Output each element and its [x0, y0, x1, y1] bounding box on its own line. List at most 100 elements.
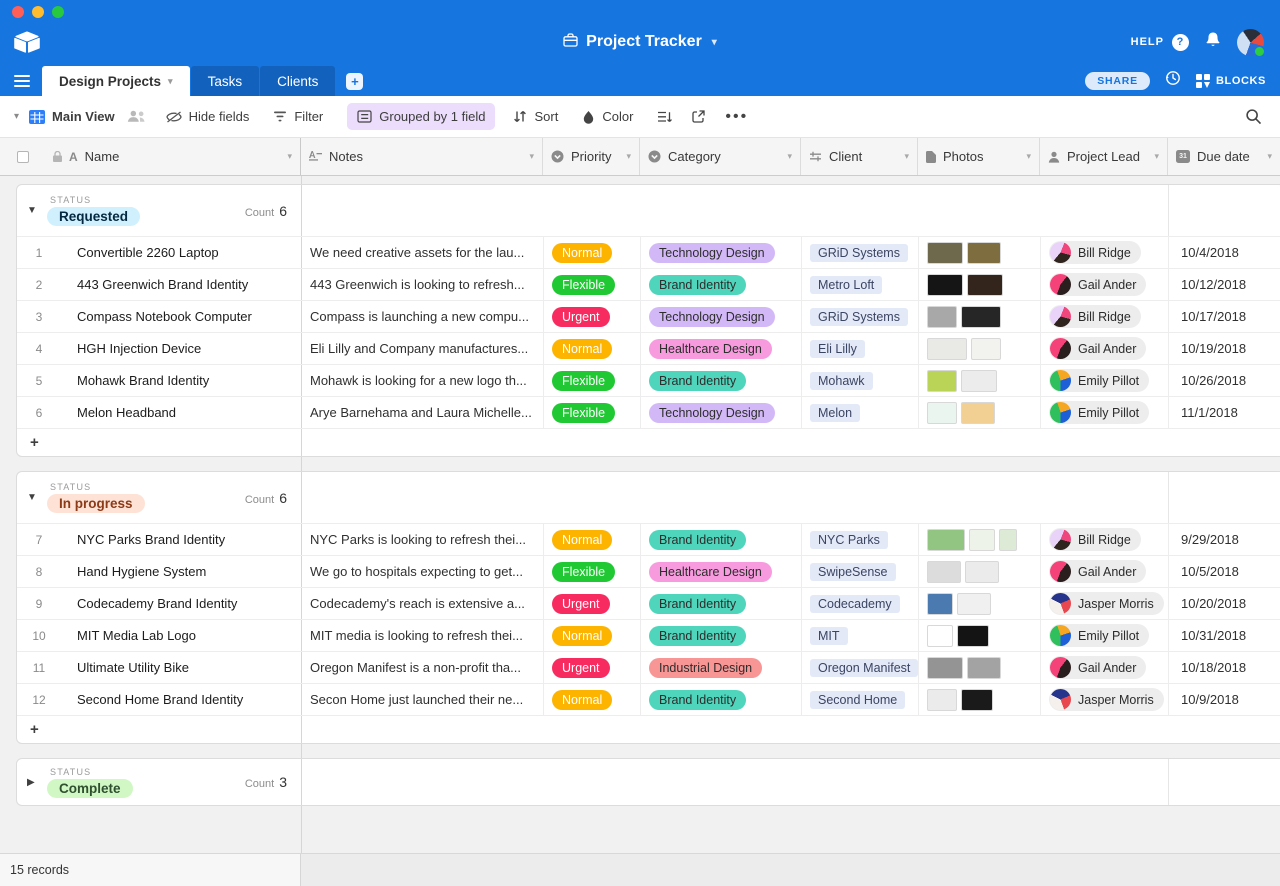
cell-photos[interactable] — [919, 652, 1041, 683]
chevron-down-icon[interactable]: ▾ — [287, 151, 292, 161]
cell-client[interactable]: GRiD Systems — [802, 237, 919, 268]
cell-category[interactable]: Brand Identity — [641, 620, 802, 651]
cell-name[interactable]: Convertible 2260 Laptop — [61, 237, 302, 268]
view-switcher[interactable]: Main View — [29, 109, 115, 124]
photo-thumbnail[interactable] — [927, 241, 963, 264]
photo-thumbnail[interactable] — [927, 369, 957, 392]
chevron-down-icon[interactable]: ▾ — [168, 75, 173, 86]
column-header-category[interactable]: Category ▾ — [640, 138, 801, 175]
history-icon[interactable] — [1165, 70, 1181, 91]
photo-thumbnail[interactable] — [957, 592, 991, 615]
cell-priority[interactable]: Urgent — [544, 652, 641, 683]
cell-priority[interactable]: Flexible — [544, 397, 641, 428]
column-header-photos[interactable]: Photos ▾ — [918, 138, 1040, 175]
cell-name[interactable]: 443 Greenwich Brand Identity — [61, 269, 302, 300]
cell-client[interactable]: GRiD Systems — [802, 301, 919, 332]
cell-project-lead[interactable]: Bill Ridge — [1041, 524, 1169, 555]
cell-category[interactable]: Technology Design — [641, 237, 802, 268]
table-row[interactable]: 1 Convertible 2260 Laptop We need creative… — [17, 236, 1280, 268]
cell-priority[interactable]: Normal — [544, 684, 641, 715]
add-table-button[interactable]: + — [346, 73, 364, 90]
cell-notes[interactable]: Compass is launching a new compu... — [302, 301, 544, 332]
chevron-down-icon[interactable]: ▾ — [626, 151, 631, 161]
filter-button[interactable]: Filter — [273, 109, 323, 124]
cell-project-lead[interactable]: Jasper Morris — [1041, 684, 1169, 715]
cell-notes[interactable]: 443 Greenwich is looking to refresh... — [302, 269, 544, 300]
tab-design-projects[interactable]: Design Projects ▾ — [42, 66, 190, 96]
cell-category[interactable]: Brand Identity — [641, 365, 802, 396]
cell-photos[interactable] — [919, 620, 1041, 651]
chevron-down-icon[interactable]: ▾ — [1026, 151, 1031, 161]
cell-project-lead[interactable]: Jasper Morris — [1041, 588, 1169, 619]
photo-thumbnail[interactable] — [927, 592, 953, 615]
cell-photos[interactable] — [919, 333, 1041, 364]
cell-priority[interactable]: Flexible — [544, 556, 641, 587]
chevron-down-icon[interactable]: ▾ — [904, 151, 909, 161]
tab-clients[interactable]: Clients — [260, 66, 336, 96]
table-row[interactable]: 4 HGH Injection Device Eli Lilly and Compa… — [17, 332, 1280, 364]
cell-due-date[interactable]: 10/31/2018 — [1181, 628, 1247, 643]
cell-project-lead[interactable]: Emily Pillot — [1041, 397, 1169, 428]
cell-priority[interactable]: Normal — [544, 524, 641, 555]
photo-thumbnail[interactable] — [961, 305, 1001, 328]
column-header-client[interactable]: Client ▾ — [801, 138, 918, 175]
cell-due-date[interactable]: 10/12/2018 — [1181, 277, 1247, 292]
cell-name[interactable]: Second Home Brand Identity — [61, 684, 302, 715]
cell-project-lead[interactable]: Bill Ridge — [1041, 237, 1169, 268]
cell-name[interactable]: HGH Injection Device — [61, 333, 302, 364]
airtable-logo-icon[interactable] — [14, 31, 40, 53]
cell-priority[interactable]: Normal — [544, 333, 641, 364]
view-collaborators-icon[interactable] — [127, 110, 146, 123]
cell-photos[interactable] — [919, 556, 1041, 587]
photo-thumbnail[interactable] — [971, 337, 1001, 360]
cell-notes[interactable]: NYC Parks is looking to refresh thei... — [302, 524, 544, 555]
table-row[interactable]: 2 443 Greenwich Brand Identity 443 Greenwi… — [17, 268, 1280, 300]
cell-photos[interactable] — [919, 524, 1041, 555]
photo-thumbnail[interactable] — [927, 560, 961, 583]
cell-due-date[interactable]: 9/29/2018 — [1181, 532, 1239, 547]
cell-category[interactable]: Technology Design — [641, 301, 802, 332]
chevron-down-icon[interactable]: ▾ — [787, 151, 792, 161]
cell-due-date[interactable]: 10/4/2018 — [1181, 245, 1239, 260]
photo-thumbnail[interactable] — [967, 273, 1003, 296]
column-header-priority[interactable]: Priority ▾ — [543, 138, 640, 175]
cell-client[interactable]: Metro Loft — [802, 269, 919, 300]
cell-client[interactable]: Codecademy — [802, 588, 919, 619]
photo-thumbnail[interactable] — [957, 624, 989, 647]
cell-project-lead[interactable]: Gail Ander — [1041, 333, 1169, 364]
cell-priority[interactable]: Flexible — [544, 269, 641, 300]
user-avatar[interactable] — [1237, 28, 1265, 57]
cell-category[interactable]: Healthcare Design — [641, 556, 802, 587]
cell-photos[interactable] — [919, 365, 1041, 396]
cell-priority[interactable]: Flexible — [544, 365, 641, 396]
group-collapse-toggle[interactable]: ▼ — [27, 492, 37, 503]
cell-name[interactable]: Codecademy Brand Identity — [61, 588, 302, 619]
cell-client[interactable]: NYC Parks — [802, 524, 919, 555]
base-title-area[interactable]: Project Tracker ▾ — [0, 18, 1280, 66]
minimize-window-button[interactable] — [32, 6, 44, 18]
photo-thumbnail[interactable] — [927, 273, 963, 296]
chevron-down-icon[interactable]: ▾ — [1154, 151, 1159, 161]
cell-name[interactable]: Compass Notebook Computer — [61, 301, 302, 332]
cell-notes[interactable]: Secon Home just launched their ne... — [302, 684, 544, 715]
chevron-down-icon[interactable]: ▾ — [529, 151, 534, 161]
group-button[interactable]: Grouped by 1 field — [347, 103, 496, 130]
cell-client[interactable]: Eli Lilly — [802, 333, 919, 364]
column-header-project-lead[interactable]: Project Lead ▾ — [1040, 138, 1168, 175]
chevron-down-icon[interactable]: ▾ — [1267, 151, 1272, 161]
column-header-notes[interactable]: Notes ▾ — [301, 138, 543, 175]
cell-name[interactable]: NYC Parks Brand Identity — [61, 524, 302, 555]
table-row[interactable]: 10 MIT Media Lab Logo MIT media is looking… — [17, 619, 1280, 651]
cell-notes[interactable]: We need creative assets for the lau... — [302, 237, 544, 268]
row-height-button[interactable] — [657, 111, 673, 123]
cell-due-date[interactable]: 10/5/2018 — [1181, 564, 1239, 579]
cell-priority[interactable]: Normal — [544, 620, 641, 651]
table-row[interactable]: 3 Compass Notebook Computer Compass is lau… — [17, 300, 1280, 332]
cell-notes[interactable]: Mohawk is looking for a new logo th... — [302, 365, 544, 396]
cell-photos[interactable] — [919, 269, 1041, 300]
cell-priority[interactable]: Normal — [544, 237, 641, 268]
search-icon[interactable] — [1245, 108, 1262, 125]
photo-thumbnail[interactable] — [927, 688, 957, 711]
cell-category[interactable]: Brand Identity — [641, 588, 802, 619]
add-record-button[interactable]: + — [17, 716, 302, 743]
